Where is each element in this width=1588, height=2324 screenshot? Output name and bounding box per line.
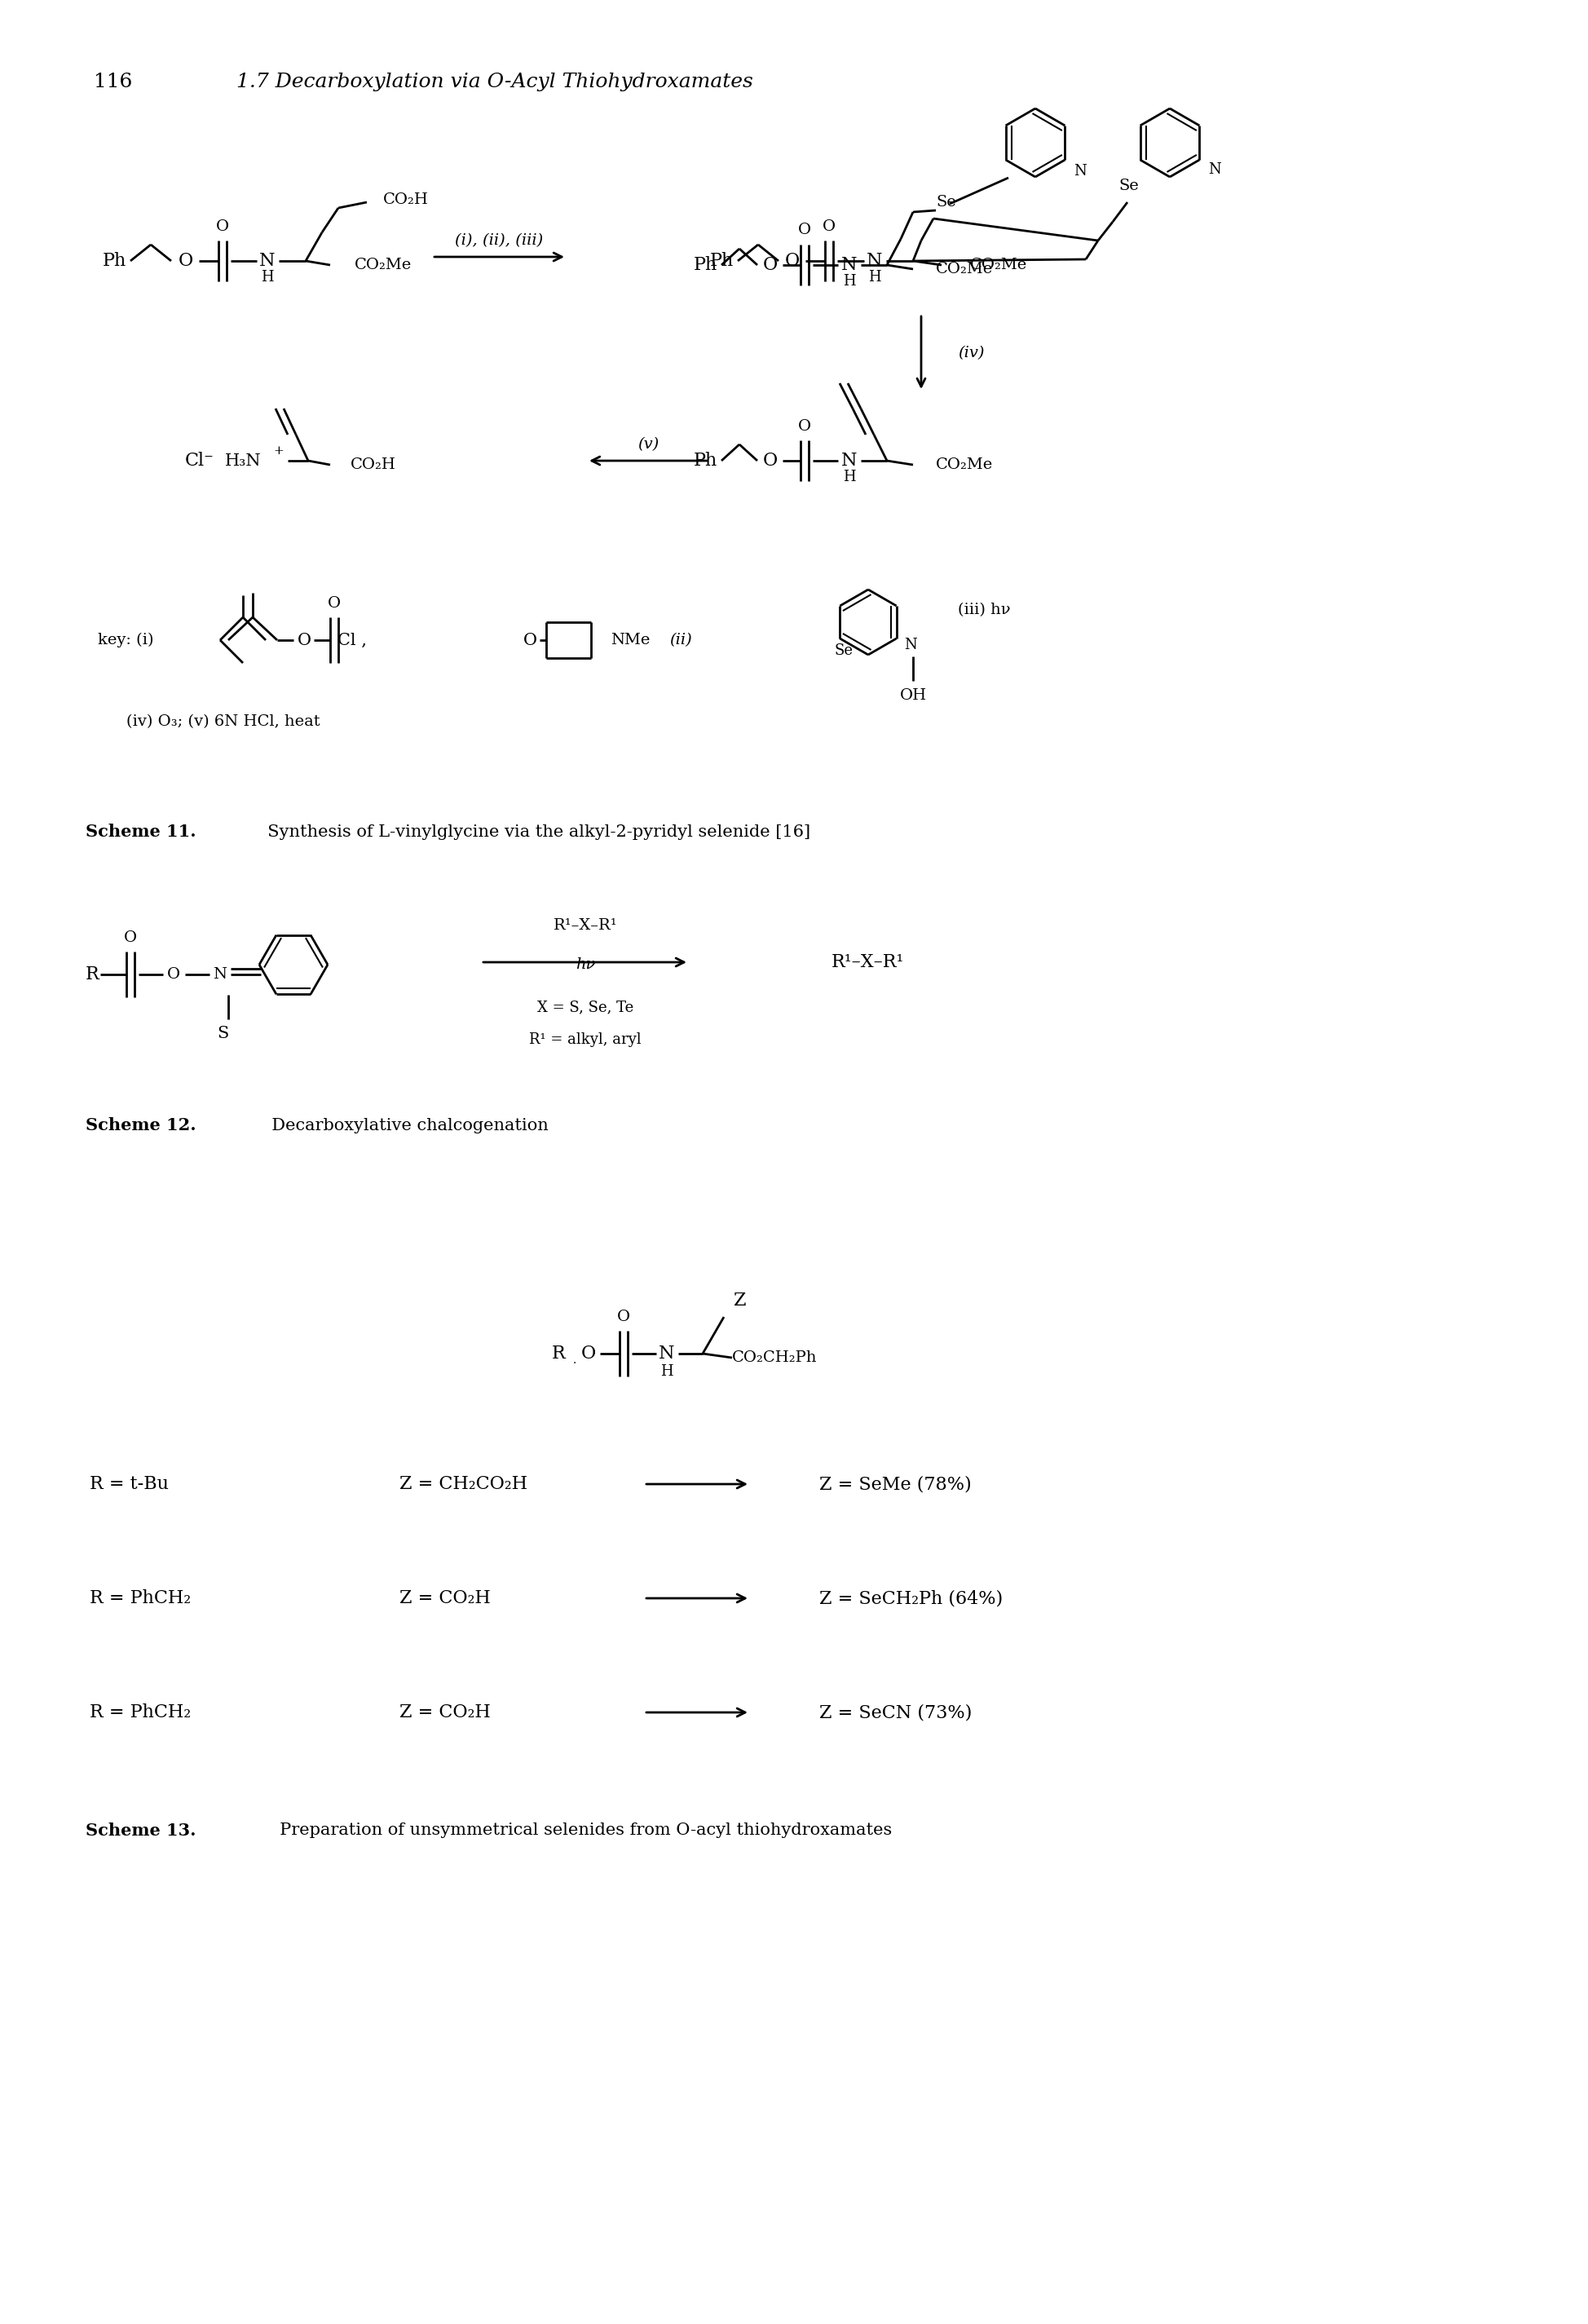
Text: O: O: [581, 1346, 596, 1362]
Text: key: (i): key: (i): [98, 632, 154, 648]
Text: OH: OH: [899, 688, 926, 702]
Text: R = t-Bu: R = t-Bu: [89, 1476, 168, 1492]
Text: CO₂CH₂Ph: CO₂CH₂Ph: [732, 1350, 816, 1364]
Text: CO₂Me: CO₂Me: [970, 258, 1027, 272]
Text: N: N: [842, 451, 858, 469]
Text: CO₂Me: CO₂Me: [354, 258, 411, 272]
Text: Scheme 12.: Scheme 12.: [86, 1118, 195, 1134]
Text: O: O: [167, 967, 179, 981]
Text: Ph: Ph: [694, 451, 718, 469]
Text: hν: hν: [575, 957, 596, 971]
Text: (iii) hν: (iii) hν: [958, 602, 1010, 618]
Text: 1.7 Decarboxylation via O-Acyl Thiohydroxamates: 1.7 Decarboxylation via O-Acyl Thiohydro…: [237, 72, 753, 91]
Text: O: O: [616, 1311, 630, 1325]
Text: Z = CO₂H: Z = CO₂H: [399, 1590, 491, 1608]
Text: O: O: [823, 218, 835, 235]
Text: O: O: [124, 930, 137, 946]
Text: (iv) O₃; (v) 6N HCl, heat: (iv) O₃; (v) 6N HCl, heat: [127, 713, 319, 730]
Text: Cl⁻: Cl⁻: [186, 451, 214, 469]
Text: Se: Se: [1118, 179, 1139, 193]
Text: N: N: [842, 256, 858, 274]
Text: R = PhCH₂: R = PhCH₂: [89, 1703, 191, 1722]
Text: O: O: [797, 418, 811, 435]
Text: Se: Se: [834, 644, 853, 658]
Text: O: O: [297, 632, 311, 648]
Text: Z = CO₂H: Z = CO₂H: [399, 1703, 491, 1722]
Text: Ph: Ph: [694, 256, 718, 274]
Text: H₃N: H₃N: [224, 453, 260, 469]
Text: CO₂H: CO₂H: [351, 458, 395, 472]
Text: O: O: [762, 451, 778, 469]
Text: S: S: [216, 1025, 229, 1041]
Text: H: H: [869, 270, 881, 284]
Text: Scheme 13.: Scheme 13.: [86, 1822, 195, 1838]
Text: Z = SeMe (78%): Z = SeMe (78%): [819, 1476, 970, 1492]
Text: CO₂Me: CO₂Me: [935, 458, 992, 472]
Text: N: N: [1207, 163, 1221, 177]
Text: N: N: [259, 251, 275, 270]
Text: O: O: [216, 218, 229, 235]
Text: Ph: Ph: [103, 251, 127, 270]
Text: Z = SeCH₂Ph (64%): Z = SeCH₂Ph (64%): [819, 1590, 1002, 1608]
Text: N: N: [659, 1346, 675, 1362]
Text: R¹–X–R¹: R¹–X–R¹: [831, 953, 904, 971]
Text: R: R: [551, 1346, 565, 1362]
Text: Z: Z: [734, 1292, 746, 1311]
Text: +: +: [273, 446, 284, 456]
Text: Z = CH₂CO₂H: Z = CH₂CO₂H: [399, 1476, 527, 1492]
Text: Synthesis of L-vinylglycine via the alkyl-2-pyridyl selenide [16]: Synthesis of L-vinylglycine via the alky…: [257, 825, 810, 839]
Text: X = S, Se, Te: X = S, Se, Te: [537, 999, 634, 1013]
Text: (iv): (iv): [958, 346, 985, 360]
Text: N: N: [867, 251, 883, 270]
Text: R¹ = alkyl, aryl: R¹ = alkyl, aryl: [529, 1032, 642, 1048]
Text: N: N: [1073, 165, 1086, 179]
Text: (v): (v): [637, 437, 659, 451]
Text: CO₂H: CO₂H: [383, 193, 429, 207]
Text: N: N: [904, 637, 916, 653]
Text: N: N: [213, 967, 227, 981]
Text: (ii): (ii): [669, 632, 692, 648]
Text: CO₂Me: CO₂Me: [935, 263, 992, 277]
Text: H: H: [843, 469, 856, 483]
Text: O: O: [522, 632, 537, 648]
Text: H: H: [661, 1364, 673, 1378]
Text: Preparation of unsymmetrical selenides from O-acyl thiohydroxamates: Preparation of unsymmetrical selenides f…: [268, 1822, 891, 1838]
Text: Se: Se: [935, 195, 956, 209]
Text: R¹–X–R¹: R¹–X–R¹: [553, 918, 618, 932]
Text: Scheme 11.: Scheme 11.: [86, 823, 195, 839]
Text: Cl ,: Cl ,: [337, 632, 367, 648]
Text: O: O: [762, 256, 778, 274]
Text: Z = SeCN (73%): Z = SeCN (73%): [819, 1703, 972, 1722]
Text: R = PhCH₂: R = PhCH₂: [89, 1590, 191, 1608]
Text: R: R: [86, 964, 98, 983]
Text: H: H: [843, 274, 856, 288]
Text: O: O: [784, 251, 799, 270]
Text: NMe: NMe: [610, 632, 649, 648]
Text: .: .: [573, 1355, 576, 1367]
Text: Decarboxylative chalcogenation: Decarboxylative chalcogenation: [260, 1118, 548, 1134]
Text: (i), (ii), (iii): (i), (ii), (iii): [454, 232, 543, 249]
Text: Ph: Ph: [710, 251, 734, 270]
Text: O: O: [797, 223, 811, 237]
Text: 116: 116: [94, 72, 132, 91]
Text: O: O: [178, 251, 194, 270]
Text: O: O: [327, 595, 341, 611]
Text: H: H: [260, 270, 273, 284]
